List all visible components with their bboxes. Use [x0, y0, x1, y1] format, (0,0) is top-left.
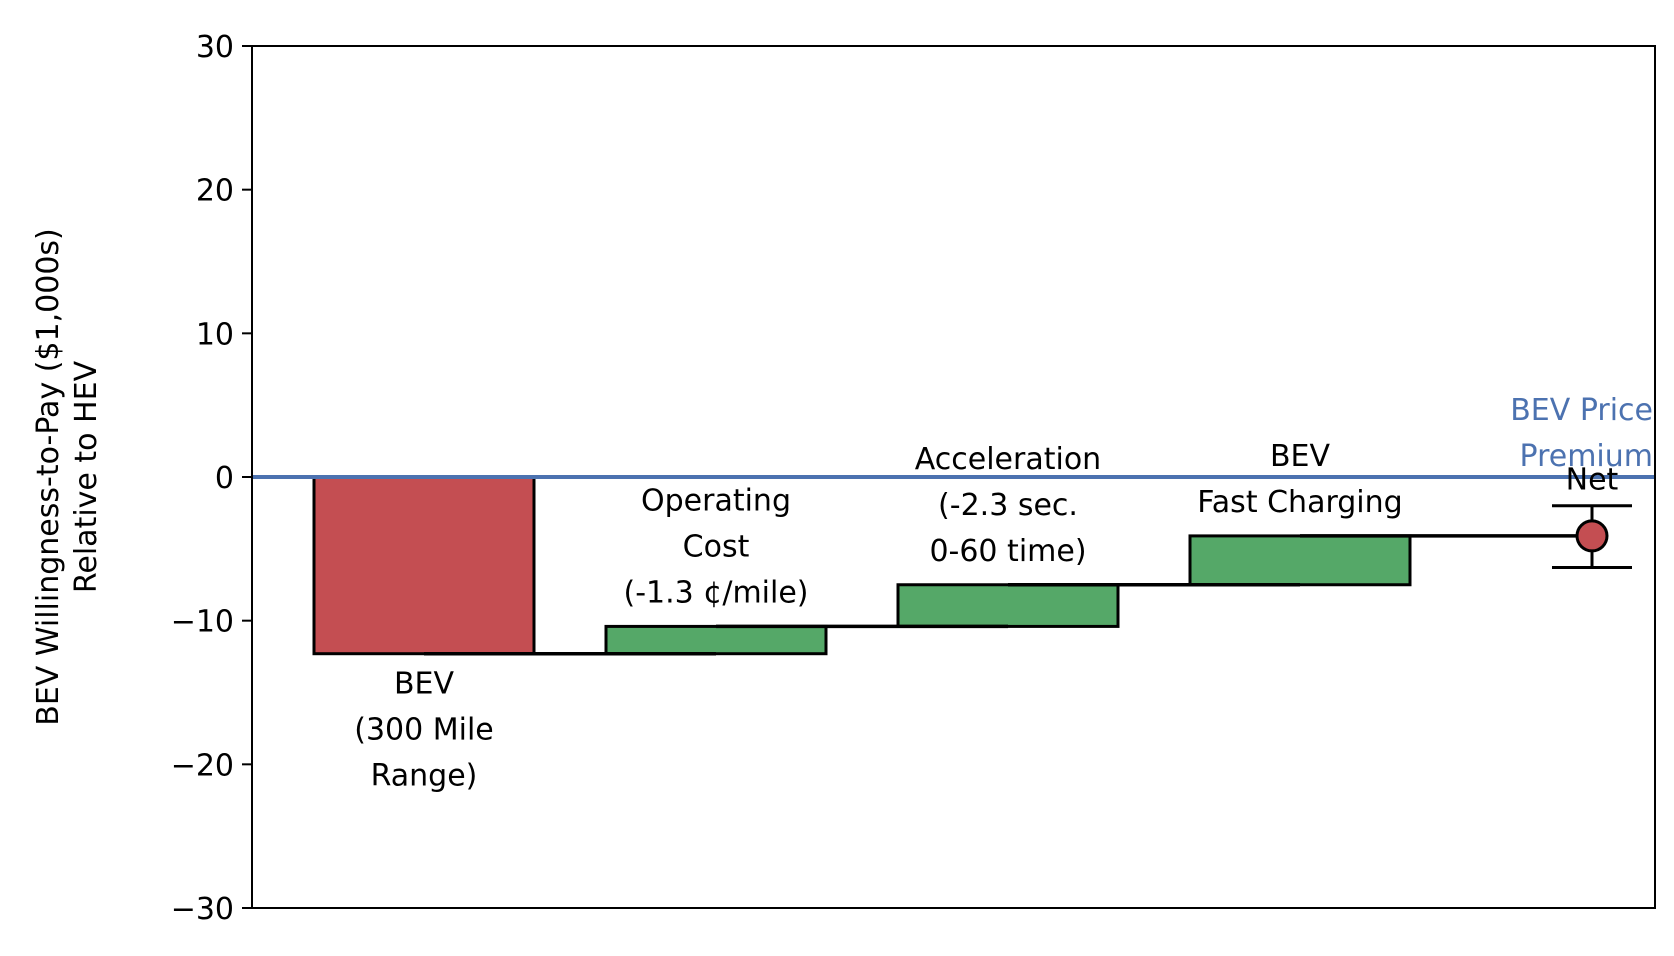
bar-label-line: Acceleration: [915, 442, 1101, 477]
y-tick-label: 0: [215, 461, 234, 496]
bar-label-line: (-1.3 ¢/mile): [623, 575, 808, 610]
bar-labels-group: BEV (300 Mile Range) Operating Cost (-1.3 ¢/m…: [354, 439, 1402, 794]
bar-label-line: (-2.3 sec.: [938, 488, 1078, 523]
price-premium-label-line: Premium: [1520, 439, 1654, 474]
bar-label-line: Fast Charging: [1197, 485, 1402, 520]
y-axis-label-line: BEV Willingness-to-Pay ($1,000s): [31, 228, 66, 725]
y-tick-label: 20: [196, 174, 234, 209]
y-tick-label: 30: [196, 30, 234, 65]
bar-label-line: Range): [371, 759, 478, 794]
y-axis-label-group: BEV Willingness-to-Pay ($1,000s) Relative…: [31, 228, 104, 725]
waterfall-bar: [1188, 534, 1412, 587]
bar-label-line: BEV: [394, 667, 455, 702]
waterfall-bar: [604, 624, 828, 656]
y-tick-label: −20: [171, 748, 234, 783]
y-tick-label: −10: [171, 605, 234, 640]
bar-label-line: (300 Mile: [354, 713, 494, 748]
net-label: Net: [1566, 463, 1619, 498]
bar-label-line: BEV: [1270, 439, 1331, 474]
connectors-group: [424, 534, 1592, 656]
waterfall-bar: [896, 583, 1120, 628]
y-tick-label: 10: [196, 317, 234, 352]
y-axis-label-line: Relative to HEV: [69, 360, 104, 593]
bar-label-line: Operating: [641, 483, 791, 518]
price-premium-label-line: BEV Price: [1510, 393, 1653, 428]
bar-label-line: Cost: [683, 529, 750, 564]
bar-label-line: 0-60 time): [929, 534, 1086, 569]
net-point: [1575, 519, 1609, 553]
y-tick-label: −30: [171, 892, 234, 927]
net-estimate-group: Net: [1552, 463, 1632, 570]
reference-line-group: BEV Price Premium: [252, 393, 1655, 479]
waterfall-bar: [312, 475, 536, 656]
y-axis: 30 20 10 0 −10 −20 −30: [171, 30, 252, 927]
